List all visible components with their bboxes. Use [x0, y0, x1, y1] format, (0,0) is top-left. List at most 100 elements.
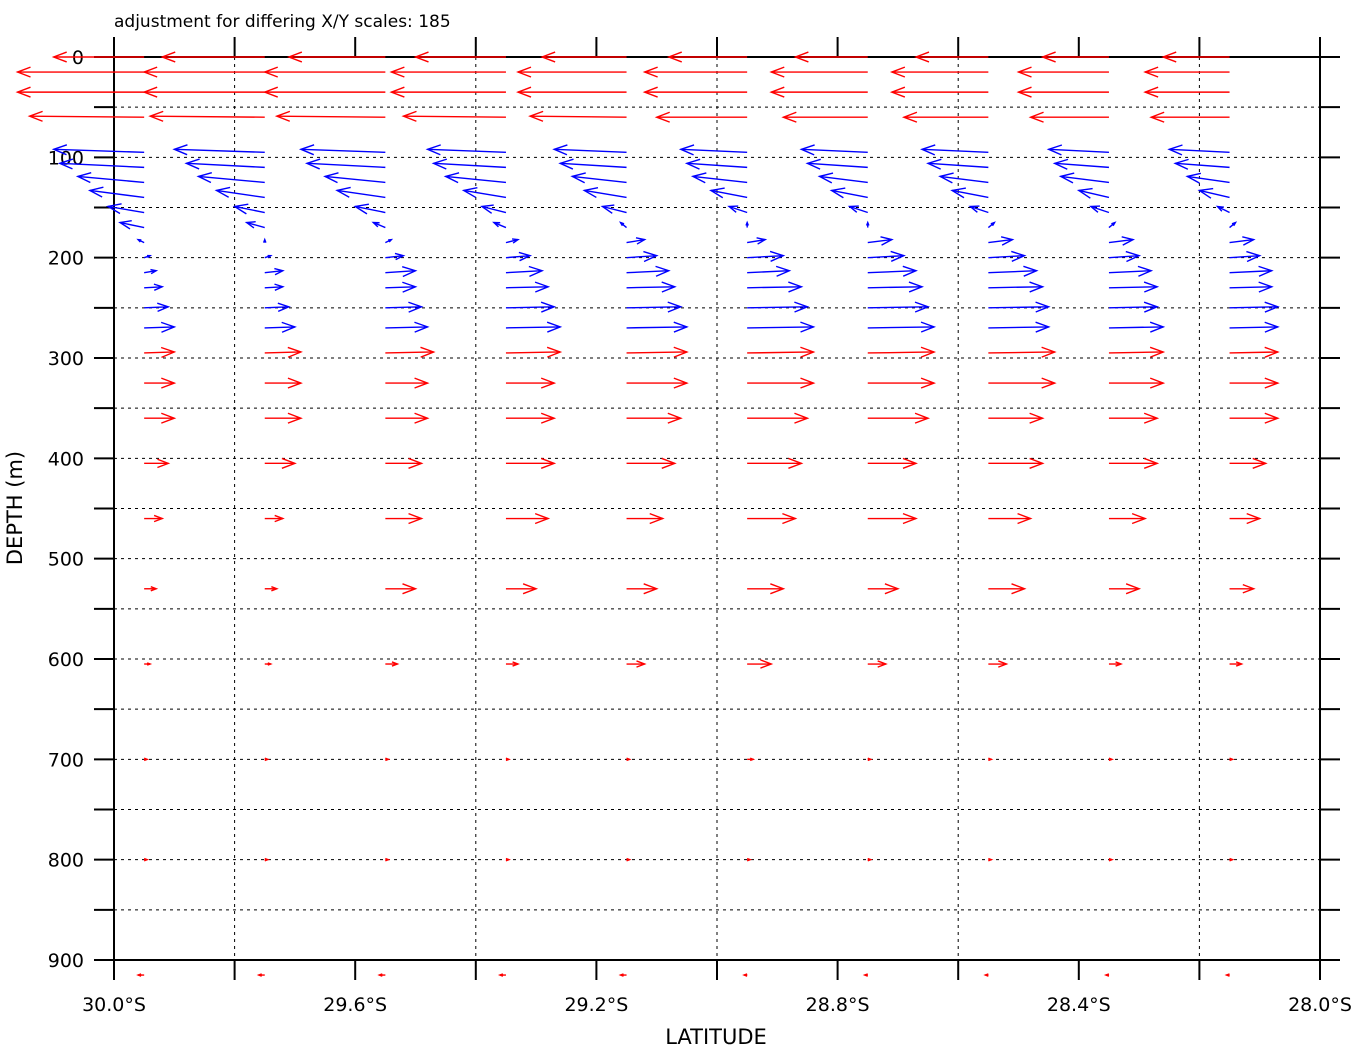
velocity-arrow	[144, 662, 153, 666]
arrow-shaft	[53, 148, 145, 154]
velocity-arrow	[528, 110, 627, 122]
arrow-head	[902, 512, 918, 525]
arrow-head	[1143, 301, 1160, 313]
arrow-head	[926, 158, 942, 170]
velocity-arrow	[654, 111, 748, 123]
velocity-arrow	[144, 377, 177, 389]
velocity-arrow	[385, 457, 424, 469]
arrow-shaft	[306, 162, 386, 169]
velocity-arrow	[889, 86, 989, 98]
arrow-shaft	[1108, 326, 1164, 329]
arrow-head	[402, 281, 418, 293]
arrow-head	[172, 144, 188, 156]
arrow-shaft	[1108, 306, 1158, 309]
velocity-arrow	[505, 346, 563, 358]
velocity-arrow	[1229, 236, 1256, 246]
arrow-shaft	[530, 115, 627, 118]
velocity-arrow	[262, 66, 386, 78]
arrow-head	[335, 186, 351, 198]
arrow-shaft	[1199, 189, 1230, 199]
arrow-head	[1028, 111, 1044, 123]
arrow-head	[727, 205, 739, 213]
velocity-arrow	[747, 457, 804, 469]
arrow-shaft	[463, 189, 507, 199]
velocity-arrow	[244, 221, 265, 229]
velocity-arrow	[817, 172, 868, 184]
velocity-arrow	[385, 857, 391, 862]
velocity-arrow	[626, 660, 647, 668]
velocity-arrow	[988, 457, 1045, 469]
arrow-shaft	[89, 189, 145, 199]
velocity-arrow	[323, 172, 386, 184]
y-tick-label: 600	[48, 649, 84, 671]
arrow-shaft	[1229, 254, 1260, 259]
arrow-head	[51, 51, 67, 63]
arrow-head	[497, 973, 504, 977]
velocity-arrow	[1143, 66, 1230, 78]
velocity-arrow	[143, 254, 153, 259]
arrow-shaft	[626, 270, 669, 274]
arrow-head	[829, 187, 846, 199]
velocity-arrow	[1229, 757, 1235, 762]
arrow-shaft	[747, 254, 784, 259]
velocity-arrow	[914, 51, 989, 63]
velocity-arrow	[264, 412, 303, 424]
arrow-head	[136, 973, 142, 977]
velocity-arrow	[829, 187, 868, 199]
velocity-arrow	[385, 238, 394, 244]
x-tick-label: 28.8°S	[806, 994, 870, 1016]
arrow-shaft	[626, 326, 687, 329]
arrow-shaft	[264, 270, 283, 274]
arrow-shaft	[988, 238, 1013, 244]
arrow-head	[902, 457, 918, 469]
arrow-shaft	[867, 238, 892, 244]
arrow-shaft	[216, 189, 265, 199]
arrow-head	[274, 110, 291, 122]
arrow-shaft	[988, 306, 1049, 309]
velocity-arrow	[600, 204, 627, 214]
arrow-head	[775, 265, 792, 277]
arrow-head	[160, 321, 177, 333]
velocity-arrow	[626, 512, 665, 525]
velocity-arrow	[256, 973, 265, 977]
arrow-head	[636, 660, 647, 668]
arrow-shaft	[1229, 351, 1278, 354]
velocity-arrow	[867, 301, 931, 313]
velocity-arrow	[1108, 321, 1166, 333]
velocity-arrow	[1108, 857, 1114, 862]
arrow-head	[867, 757, 873, 762]
velocity-arrow	[1229, 661, 1244, 667]
arrow-shaft	[385, 286, 416, 289]
arrow-head	[323, 172, 339, 184]
velocity-arrow	[747, 301, 810, 313]
velocity-arrow	[1143, 86, 1230, 98]
arrow-head	[1131, 512, 1148, 525]
arrow-head	[1041, 346, 1057, 358]
arrow-head	[988, 857, 994, 862]
arrow-head	[1076, 187, 1093, 199]
arrow-shaft	[867, 254, 904, 259]
velocity-arrow	[901, 111, 989, 123]
arrow-head	[274, 267, 285, 276]
arrow-head	[528, 265, 545, 278]
velocity-arrow	[15, 66, 145, 78]
velocity-arrow	[1046, 144, 1109, 156]
velocity-arrow	[968, 205, 989, 214]
arrow-shaft	[150, 115, 265, 118]
arrow-head	[528, 110, 544, 122]
arrow-head	[57, 158, 74, 170]
arrow-head	[988, 757, 994, 762]
velocity-arrow	[1108, 377, 1166, 389]
arrow-head	[1143, 66, 1159, 78]
arrow-head	[570, 172, 586, 184]
arrow-head	[684, 158, 701, 170]
arrow-shaft	[1108, 254, 1140, 259]
velocity-arrow	[264, 662, 273, 666]
velocity-arrow	[1108, 265, 1154, 277]
velocity-arrow	[709, 187, 748, 199]
velocity-arrow	[690, 172, 748, 184]
arrow-shaft	[626, 238, 645, 244]
arrow-shaft	[560, 162, 627, 169]
velocity-arrow	[57, 158, 145, 170]
